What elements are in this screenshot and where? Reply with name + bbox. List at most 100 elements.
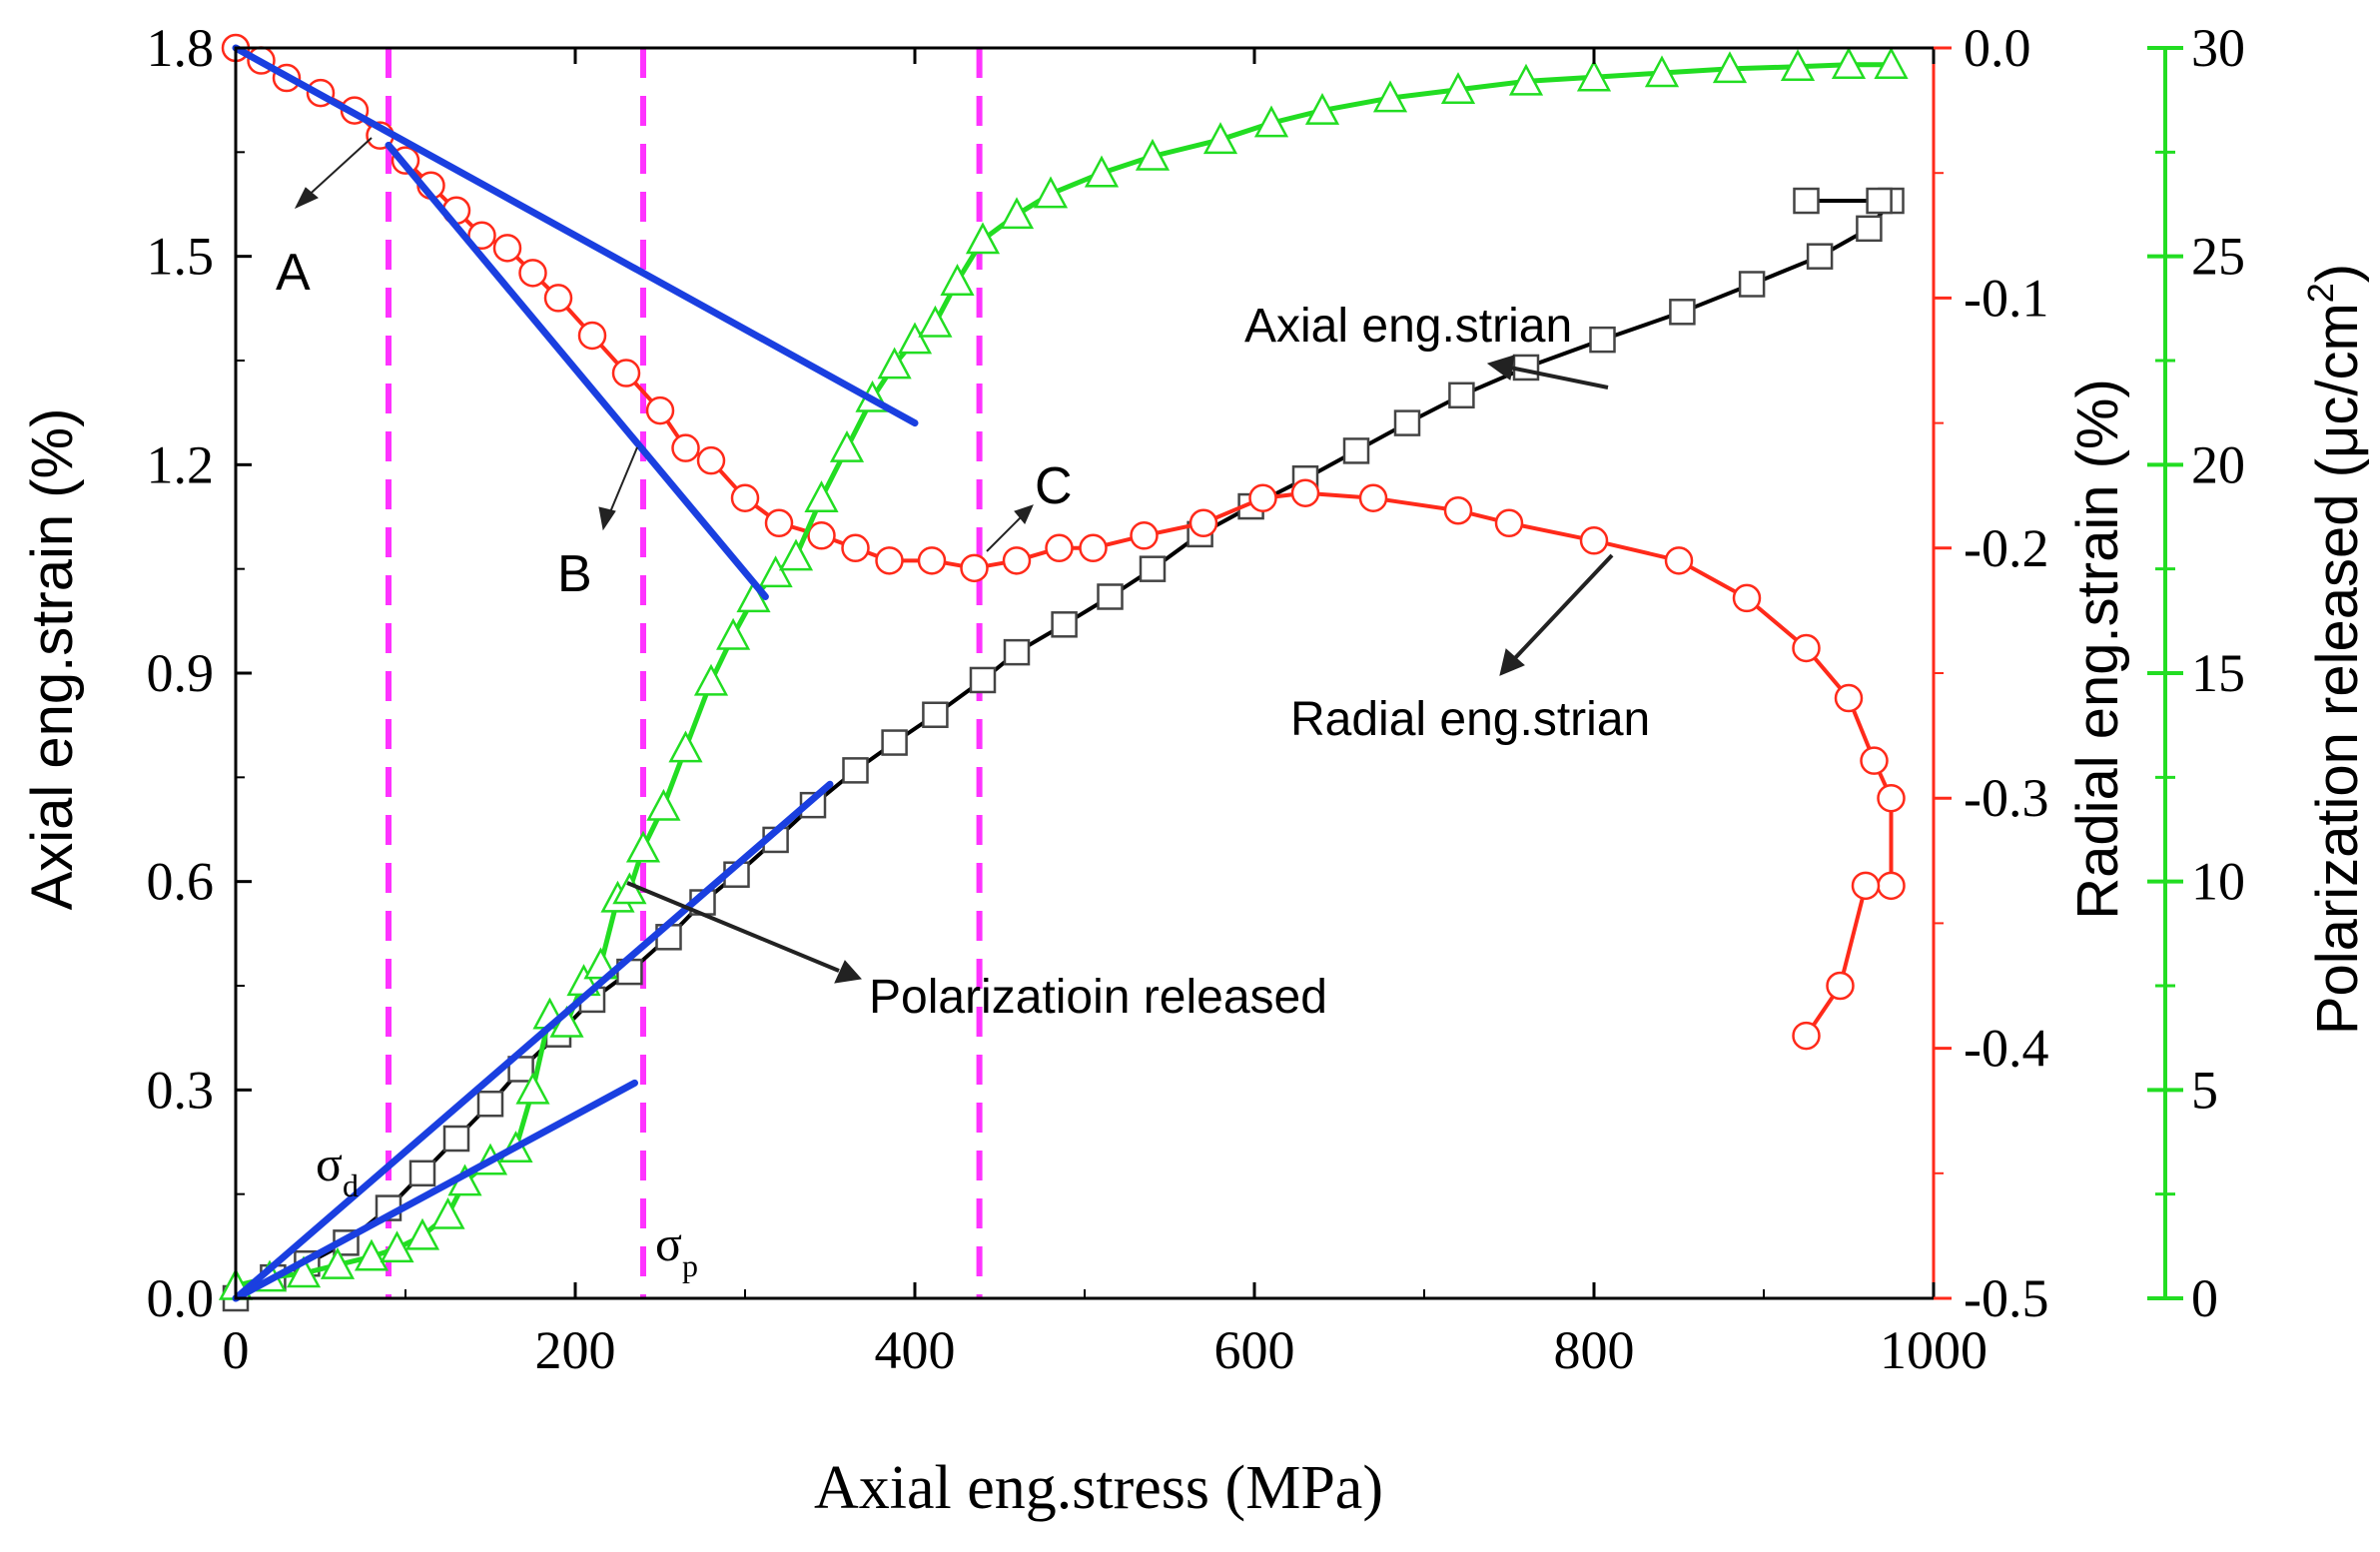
data-point-axial [442, 1125, 470, 1153]
data-point-radial [543, 284, 573, 313]
data-point-radial [1732, 583, 1762, 613]
arrowhead-b [598, 506, 616, 531]
data-point-axial [969, 666, 997, 694]
data-point-polarization [1304, 92, 1340, 125]
sigma-d-subscript: d [343, 1167, 359, 1203]
data-point-polarization [646, 788, 681, 821]
fit-lines [232, 44, 919, 1302]
data-point-radial [1290, 478, 1320, 507]
data-point-radial [1664, 546, 1694, 575]
y-right2-tick-label: 5 [2191, 1060, 2218, 1120]
arrowhead-polarization [834, 960, 862, 984]
data-point-radial [611, 359, 641, 388]
data-point-polarization [1831, 47, 1867, 79]
data-point-polarization [918, 305, 953, 338]
annotation-axial: Axial eng.strian [1244, 300, 1572, 353]
data-point-axial [1051, 611, 1078, 638]
data-point-polarization [940, 264, 975, 296]
y-right1-tick-label: -0.5 [1964, 1268, 2048, 1328]
x-tick-label: 1000 [1880, 1320, 1987, 1380]
arrow-axial [1509, 366, 1609, 389]
data-point-polarization [625, 830, 661, 863]
annotation-radial: Radial eng.strian [1290, 693, 1650, 746]
fit-line [232, 780, 834, 1302]
data-point-polarization [286, 1255, 322, 1288]
arrow-radial [1512, 553, 1614, 661]
annotation-arrows [294, 137, 1614, 984]
y-right2-tick-label: 0 [2191, 1268, 2218, 1328]
data-point-radial [1860, 746, 1889, 775]
data-point-polarization [736, 580, 771, 613]
data-point-polarization [1508, 63, 1544, 96]
data-point-axial [1139, 555, 1167, 582]
data-point-axial [1097, 583, 1124, 610]
data-point-radial [807, 521, 836, 550]
y-axis-title-right2-sup: 2 [2300, 283, 2341, 303]
y-left-tick-label: 0.0 [147, 1268, 215, 1328]
data-point-axial [1866, 187, 1893, 215]
annotation-polarization: Polarizatioin released [869, 971, 1327, 1024]
fit-line [232, 1079, 638, 1302]
data-point-radial [1851, 871, 1881, 901]
data-point-polarization [758, 555, 793, 588]
arrow-a [303, 137, 373, 201]
data-point-radial [1045, 533, 1074, 563]
y-right2-tick-label: 30 [2191, 18, 2245, 78]
data-point-radial [1877, 783, 1906, 813]
data-point-radial [645, 395, 675, 425]
data-point-radial [1792, 1021, 1821, 1051]
data-point-polarization [430, 1196, 465, 1229]
series-line [235, 46, 1894, 1038]
data-point-radial [671, 433, 700, 462]
x-tick-label: 600 [1214, 1320, 1295, 1380]
data-point-axial [922, 701, 949, 728]
data-point-polarization [1202, 122, 1238, 155]
y-left-tick-label: 1.5 [147, 227, 215, 287]
x-tick-label: 200 [535, 1320, 616, 1380]
data-point-radial [1002, 546, 1032, 575]
y-left-tick-label: 0.3 [147, 1060, 215, 1120]
data-point-radial [1792, 633, 1821, 663]
x-tick-label: 400 [875, 1320, 956, 1380]
data-point-polarization [1576, 59, 1612, 92]
data-point-polarization [693, 663, 729, 696]
y-right2-tick-label: 10 [2191, 852, 2245, 912]
data-point-polarization [1033, 176, 1069, 209]
y-left-tick-label: 0.9 [147, 643, 215, 703]
data-point-axial [1393, 409, 1421, 436]
y-right2-tick-label: 25 [2191, 227, 2245, 287]
data-point-polarization [354, 1238, 390, 1271]
data-point-polarization [965, 222, 1001, 255]
data-point-axial [1448, 382, 1475, 409]
sigma-d-symbol: σ [316, 1136, 343, 1191]
data-point-polarization [1135, 138, 1171, 171]
y-axis-title-right2: Polarization released (μc/cm2) [2300, 264, 2370, 1035]
y-right1-tick-label: 0.0 [1964, 18, 2031, 78]
y-axis-title-right2-main: Polarization released (μc/cm [2305, 303, 2370, 1035]
data-point-radial [696, 445, 726, 475]
data-point-radial [1877, 871, 1906, 901]
data-point-polarization [877, 347, 912, 380]
data-point-polarization [1440, 72, 1476, 104]
data-point-radial [492, 234, 522, 263]
data-point-polarization [1712, 51, 1748, 84]
data-point-radial [841, 533, 870, 563]
arrowhead-radial [1499, 648, 1525, 676]
data-point-radial [730, 483, 760, 512]
annotation-sigma-p: σp [655, 1215, 698, 1283]
data-point-polarization [999, 197, 1035, 230]
data-point-radial [1130, 521, 1159, 550]
arrowhead-axial [1486, 355, 1515, 381]
data-point-radial [1834, 683, 1864, 713]
data-point-axial [1806, 243, 1834, 270]
data-point-radial [1579, 526, 1609, 555]
data-point-axial [1342, 437, 1370, 464]
data-point-axial [1738, 271, 1766, 298]
y-right1-tick-label: -0.1 [1964, 268, 2048, 328]
data-point-radial [1443, 495, 1473, 525]
data-point-polarization [804, 480, 839, 512]
data-point-polarization [515, 1072, 550, 1105]
data-point-radial [1248, 483, 1277, 512]
data-point-radial [577, 321, 607, 351]
